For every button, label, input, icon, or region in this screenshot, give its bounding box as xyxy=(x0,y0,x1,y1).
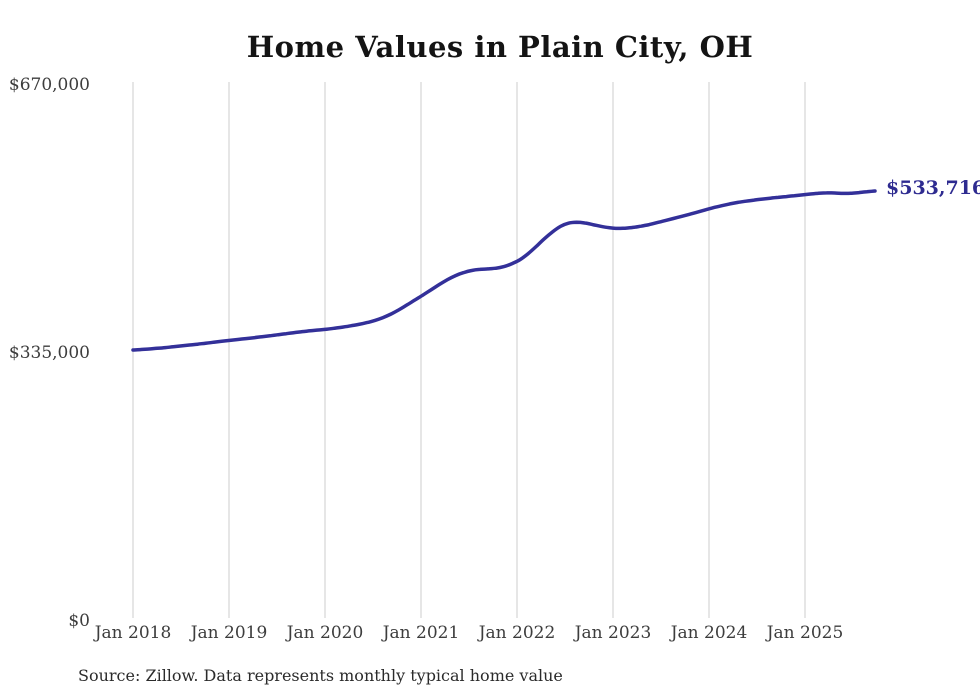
x-tick-label: Jan 2018 xyxy=(94,623,172,643)
gridlines-group xyxy=(132,82,806,618)
y-tick-label: $0 xyxy=(68,611,90,631)
chart-title: Home Values in Plain City, OH xyxy=(246,30,754,64)
y-tick-label: $670,000 xyxy=(8,75,90,95)
x-tick-label: Jan 2020 xyxy=(286,623,364,643)
source-note: Source: Zillow. Data represents monthly … xyxy=(78,666,563,685)
x-tick-label: Jan 2022 xyxy=(478,623,556,643)
x-tick-label: Jan 2023 xyxy=(574,623,652,643)
x-tick-label: Jan 2019 xyxy=(190,623,268,643)
x-tick-label: Jan 2025 xyxy=(766,623,844,643)
x-tick-label: Jan 2021 xyxy=(382,623,460,643)
home-value-line xyxy=(131,189,877,352)
latest-value-label: $533,716 xyxy=(886,177,980,199)
x-tick-label: Jan 2024 xyxy=(670,623,748,643)
y-tick-label: $335,000 xyxy=(8,343,90,363)
